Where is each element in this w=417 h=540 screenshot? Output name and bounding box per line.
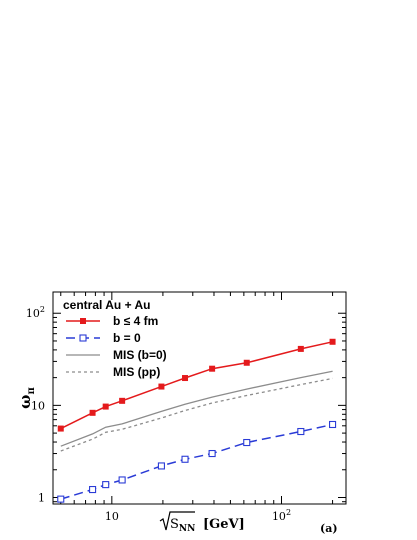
data-point — [158, 383, 165, 390]
legend-header: central Au + Au — [63, 298, 150, 312]
legend-marker — [79, 334, 87, 342]
y-tick-label: 102 — [26, 305, 45, 320]
data-point — [102, 403, 109, 410]
y-axis-title-sub: π — [26, 387, 37, 394]
panel-label: (a) — [320, 522, 338, 535]
x-tick-label: 102 — [272, 508, 291, 523]
data-point — [243, 359, 250, 366]
data-point — [157, 462, 165, 470]
legend-label: MIS (pp) — [113, 365, 160, 379]
data-point — [89, 485, 97, 494]
data-point — [329, 338, 336, 345]
x-tick-label: 10 — [105, 510, 119, 523]
x-axis-title: SNN [GeV] — [159, 511, 245, 534]
y-axis-title-main: ω — [16, 395, 34, 409]
legend-label: b ≤ 4 fm — [113, 314, 158, 328]
series-line — [60, 341, 333, 430]
data-point — [297, 427, 305, 436]
data-point — [209, 365, 216, 372]
legend-label: MIS (b=0) — [113, 348, 167, 362]
x-axis-title-sub: NN — [179, 524, 195, 534]
axis-tick-labels: 10 102 1 10 102 — [26, 305, 291, 523]
plot-frame — [52, 291, 347, 505]
sqrt-sign — [159, 511, 195, 531]
y-tick-label: 1 — [38, 491, 45, 504]
svg-text:SNN: SNN — [170, 517, 195, 534]
data-point — [57, 425, 64, 432]
data-point — [208, 449, 216, 458]
data-point — [57, 495, 65, 503]
data-point — [102, 481, 110, 489]
x-axis-title-main: S — [170, 517, 179, 532]
axis-ticks — [53, 292, 346, 504]
data-point — [243, 438, 251, 447]
x-axis-title-unit: [GeV] — [203, 517, 245, 532]
data-point — [118, 476, 126, 484]
legend-marker — [80, 318, 86, 324]
data-point — [89, 409, 96, 416]
data-point — [182, 375, 189, 382]
data-point — [181, 455, 189, 463]
data-point — [119, 397, 126, 404]
y-tick-label: 10 — [31, 399, 45, 412]
legend: central Au + Au b ≤ 4 fm b = 0 MIS (b=0) MI… — [63, 298, 167, 379]
legend-label: b = 0 — [113, 331, 141, 345]
data-point — [329, 420, 337, 429]
series-layer — [57, 338, 337, 503]
series-line — [60, 423, 333, 500]
y-axis-title: ωπ — [16, 387, 37, 409]
series-line — [60, 377, 333, 452]
data-point — [297, 345, 304, 352]
series-line — [60, 370, 333, 447]
